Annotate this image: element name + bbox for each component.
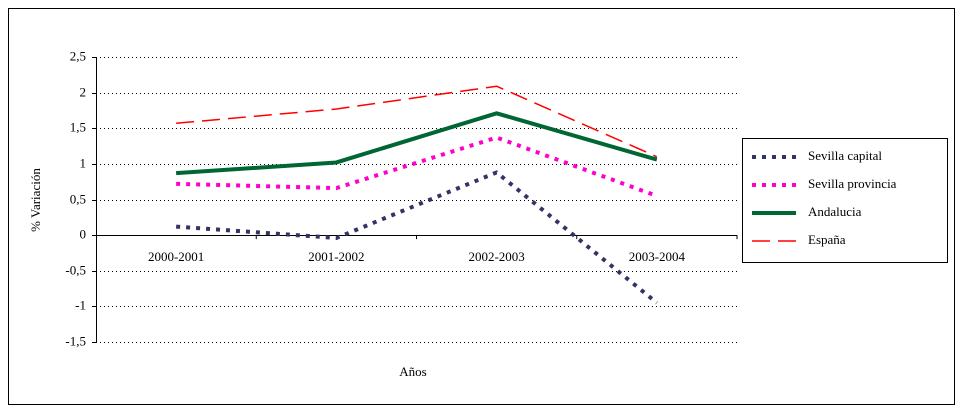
y-tick-label: 2,5 bbox=[70, 48, 86, 63]
y-tick-label: -1,5 bbox=[65, 333, 86, 348]
legend-box bbox=[742, 138, 948, 263]
series-line bbox=[176, 135, 658, 198]
series-line bbox=[175, 170, 659, 305]
legend-label: Andalucia bbox=[808, 204, 862, 219]
y-tick-label: 1,5 bbox=[70, 119, 86, 134]
x-tick-label: 2000-2001 bbox=[148, 249, 204, 264]
y-tick-label: 2 bbox=[80, 84, 87, 99]
legend-label: Sevilla capital bbox=[808, 148, 882, 163]
y-tick-label: 0,5 bbox=[70, 191, 86, 206]
y-tick-label: 0 bbox=[80, 226, 87, 241]
y-tick-label: -0,5 bbox=[65, 262, 86, 277]
x-tick-label: 2003-2004 bbox=[629, 249, 686, 264]
y-tick-label: -1 bbox=[75, 297, 86, 312]
x-tick-label: 2002-2003 bbox=[468, 249, 524, 264]
legend-label: Sevilla provincia bbox=[808, 176, 897, 191]
y-tick-label: 1 bbox=[80, 155, 87, 170]
series-line bbox=[175, 111, 658, 176]
y-axis-label: % Variación bbox=[28, 168, 43, 232]
x-tick-label: 2001-2002 bbox=[308, 249, 364, 264]
series-line bbox=[176, 85, 658, 158]
legend-label: España bbox=[808, 232, 846, 247]
x-axis-label: Años bbox=[399, 364, 426, 379]
